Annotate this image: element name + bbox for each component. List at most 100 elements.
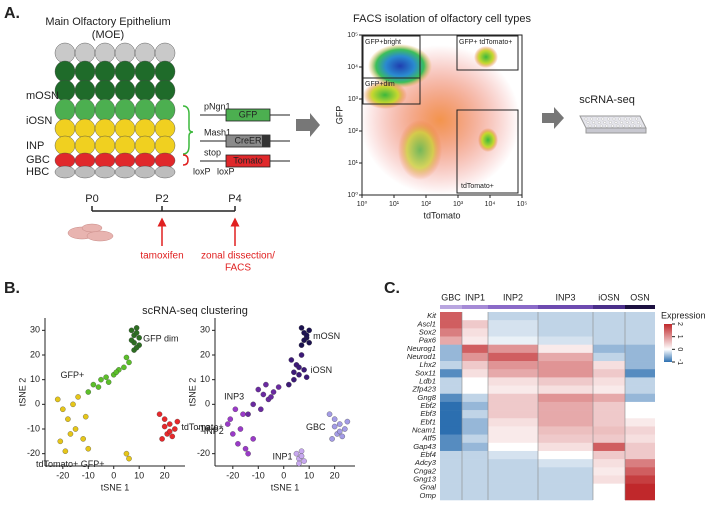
density-blob xyxy=(363,81,407,109)
point xyxy=(296,371,302,378)
heat-cell xyxy=(488,459,538,468)
heat-cell xyxy=(462,393,488,403)
panel-title: scRNA-seq clustering xyxy=(142,305,248,317)
heat-cell xyxy=(462,450,488,460)
cell xyxy=(114,60,136,83)
point xyxy=(293,450,300,457)
heat-cell xyxy=(593,426,625,435)
cell xyxy=(54,60,76,83)
heat-cell xyxy=(488,426,538,435)
point xyxy=(232,406,239,413)
heat-cell xyxy=(538,328,593,337)
cell xyxy=(114,152,136,169)
point xyxy=(306,327,312,334)
heat-cell xyxy=(625,336,655,345)
heat-cell xyxy=(488,361,538,370)
density-blob xyxy=(474,46,498,68)
point xyxy=(156,411,163,417)
point xyxy=(85,445,92,452)
well xyxy=(595,117,599,121)
heat-cell xyxy=(593,312,625,321)
point xyxy=(85,389,92,395)
heat-cell xyxy=(625,312,655,321)
point xyxy=(263,381,269,388)
heat-cell xyxy=(462,320,488,329)
layer-label: GBC xyxy=(26,154,50,166)
cell xyxy=(74,118,96,139)
y-tick-label: -10 xyxy=(27,423,40,433)
heat-cell xyxy=(593,475,625,484)
point xyxy=(268,394,274,400)
heat-cell xyxy=(625,377,655,386)
point xyxy=(60,406,66,413)
point xyxy=(298,352,305,358)
y-tick-label: -20 xyxy=(27,448,40,458)
y-tick-label: 10⁴ xyxy=(347,64,358,71)
cell xyxy=(74,98,96,122)
point xyxy=(174,418,181,425)
cell xyxy=(154,165,176,179)
gate-label: GFP+bright xyxy=(365,39,401,46)
well xyxy=(637,121,640,124)
arrow xyxy=(542,107,564,129)
cell xyxy=(54,118,76,139)
heat-cell xyxy=(462,377,488,386)
cell xyxy=(154,79,176,102)
heat-cell xyxy=(440,344,462,354)
gene-label: Ebf1 xyxy=(420,417,436,426)
y-tick-label: 10 xyxy=(200,374,210,384)
group-bar xyxy=(440,305,462,309)
heat-cell xyxy=(462,361,488,370)
heat-cell xyxy=(625,393,655,403)
x-tick-label: 20 xyxy=(160,470,170,480)
gene-label: Zfp423 xyxy=(411,385,436,394)
gate xyxy=(362,77,421,105)
point xyxy=(298,342,305,348)
heat-cell xyxy=(488,450,538,460)
cell xyxy=(94,42,116,64)
well xyxy=(635,117,638,121)
point xyxy=(240,411,246,417)
cluster-label: iOSN xyxy=(311,365,333,375)
point xyxy=(250,401,256,408)
moe-subtitle: (MOE) xyxy=(92,29,124,41)
gene-label: Ldb1 xyxy=(419,376,436,385)
heat-cell xyxy=(625,328,655,337)
well xyxy=(590,117,593,121)
gene-label: Omp xyxy=(420,491,436,500)
heat-cell xyxy=(440,312,462,321)
gate-label: GFP+dim xyxy=(365,81,395,88)
event-label: zonal dissection/ xyxy=(201,251,275,262)
heat-cell xyxy=(462,426,488,435)
point xyxy=(70,401,76,408)
gene-label: Sox11 xyxy=(415,368,436,377)
heat-cell xyxy=(462,385,488,395)
cell xyxy=(54,152,76,169)
heat-cell xyxy=(538,385,593,395)
heat-cell xyxy=(462,312,488,321)
cell xyxy=(114,42,136,64)
heat-cell xyxy=(440,491,462,501)
y-tick-label: 30 xyxy=(30,325,40,335)
group-label: GBC xyxy=(441,292,461,302)
heat-cell xyxy=(488,312,538,321)
x-tick-label: 10 xyxy=(304,470,314,480)
cell xyxy=(154,42,176,64)
point xyxy=(298,325,305,331)
heat-cell xyxy=(538,418,593,427)
point xyxy=(298,453,305,459)
group-bar xyxy=(593,305,625,309)
x-tick-label: 10³ xyxy=(453,201,464,208)
layer-label: HBC xyxy=(26,166,49,178)
heat-cell xyxy=(625,418,655,427)
heat-cell xyxy=(593,352,625,362)
y-axis-label: tSNE 2 xyxy=(187,378,197,407)
heat-cell xyxy=(462,401,488,411)
heat-cell xyxy=(488,385,538,395)
point xyxy=(128,327,135,334)
point xyxy=(275,384,282,390)
brace xyxy=(182,105,194,155)
y-tick-label: -20 xyxy=(197,448,210,458)
group-label: OSN xyxy=(630,292,650,302)
